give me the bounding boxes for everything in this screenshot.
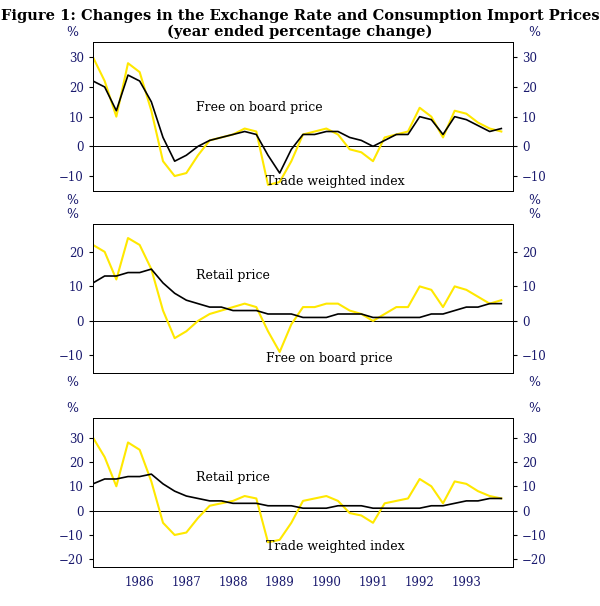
Text: %: % [66,376,78,388]
Text: %: % [528,27,540,39]
Text: Trade weighted index: Trade weighted index [266,175,404,188]
Text: Free on board price: Free on board price [266,352,392,365]
Text: %: % [528,208,540,221]
Text: %: % [66,194,78,207]
Text: %: % [528,402,540,415]
Text: %: % [66,27,78,39]
Text: Trade weighted index: Trade weighted index [266,539,404,553]
Text: %: % [528,376,540,388]
Text: %: % [66,402,78,415]
Text: Retail price: Retail price [196,471,269,484]
Text: %: % [528,194,540,207]
Text: (year ended percentage change): (year ended percentage change) [167,24,433,39]
Text: Free on board price: Free on board price [196,101,322,114]
Text: Figure 1: Changes in the Exchange Rate and Consumption Import Prices: Figure 1: Changes in the Exchange Rate a… [1,9,599,23]
Text: %: % [66,208,78,221]
Text: Retail price: Retail price [196,270,269,282]
